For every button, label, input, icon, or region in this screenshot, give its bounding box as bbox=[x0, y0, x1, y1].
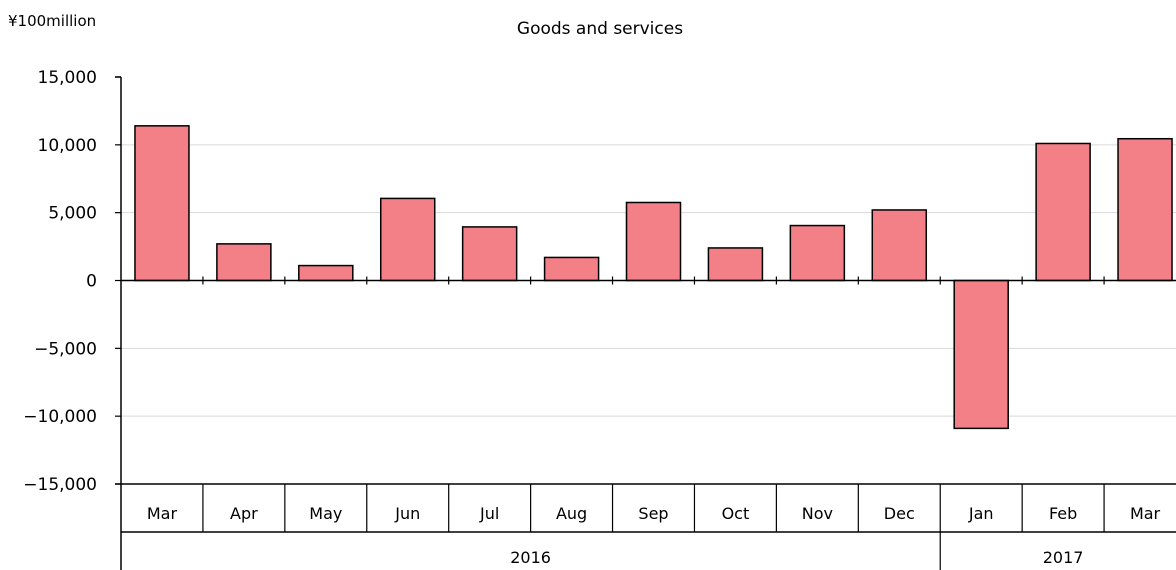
y-tick-label: 0 bbox=[86, 272, 97, 292]
y-tick-label: −15,000 bbox=[23, 475, 97, 495]
year-label: 2017 bbox=[1043, 548, 1084, 567]
chart-title: Goods and services bbox=[516, 19, 684, 39]
category-label: May bbox=[309, 504, 342, 523]
bar bbox=[379, 197, 436, 282]
bar bbox=[134, 125, 190, 282]
bar bbox=[461, 226, 518, 282]
bar bbox=[871, 209, 928, 282]
bar bbox=[953, 279, 1009, 430]
y-tick-label: 15,000 bbox=[38, 68, 97, 88]
bar bbox=[1035, 142, 1091, 282]
category-label: Jan bbox=[968, 504, 994, 523]
bar bbox=[543, 256, 600, 282]
category-label: Oct bbox=[722, 504, 750, 523]
unit-label: ¥100million bbox=[8, 12, 97, 30]
category-label: Mar bbox=[1130, 504, 1161, 523]
bar bbox=[298, 264, 354, 282]
category-label: Dec bbox=[884, 504, 915, 523]
y-tick-label: −5,000 bbox=[34, 339, 97, 359]
category-label: Mar bbox=[147, 504, 178, 523]
bar bbox=[789, 224, 846, 282]
category-label: Nov bbox=[802, 504, 833, 523]
category-label: Aug bbox=[556, 504, 587, 523]
y-tick-label: 5,000 bbox=[48, 204, 97, 224]
category-label: Feb bbox=[1049, 504, 1077, 523]
bar bbox=[707, 247, 764, 282]
category-label: Apr bbox=[230, 504, 258, 523]
bar bbox=[625, 201, 682, 282]
category-label: Jul bbox=[479, 504, 499, 523]
bar bbox=[1117, 137, 1173, 282]
bar bbox=[216, 243, 272, 282]
category-label: Jun bbox=[394, 504, 420, 523]
y-tick-label: −10,000 bbox=[23, 407, 97, 427]
category-label: Sep bbox=[638, 504, 668, 523]
y-tick-label: 10,000 bbox=[38, 136, 97, 156]
year-label: 2016 bbox=[510, 548, 551, 567]
